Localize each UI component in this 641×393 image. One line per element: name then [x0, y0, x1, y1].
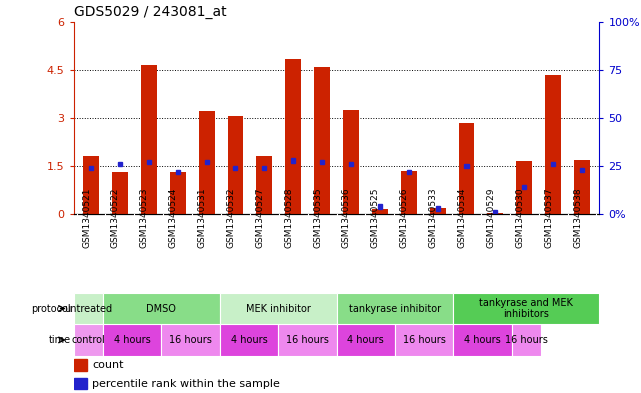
Bar	[141, 65, 157, 214]
Bar	[337, 293, 453, 324]
Bar	[147, 160, 151, 164]
Bar	[494, 210, 497, 215]
Bar	[453, 324, 512, 356]
Text: DMSO: DMSO	[146, 303, 176, 314]
Bar	[220, 293, 337, 324]
Text: tankyrase and MEK
inhibitors: tankyrase and MEK inhibitors	[479, 298, 573, 319]
Text: GSM1340533: GSM1340533	[429, 188, 438, 248]
Text: 16 hours: 16 hours	[403, 335, 445, 345]
Bar	[89, 166, 93, 170]
Bar	[103, 324, 162, 356]
Text: GDS5029 / 243081_at: GDS5029 / 243081_at	[74, 5, 226, 19]
Text: percentile rank within the sample: percentile rank within the sample	[92, 379, 280, 389]
Bar	[74, 293, 103, 324]
Bar	[337, 324, 395, 356]
Bar	[512, 324, 541, 356]
Text: 4 hours: 4 hours	[231, 335, 267, 345]
Text: count: count	[92, 360, 124, 370]
Text: 16 hours: 16 hours	[505, 335, 548, 345]
Text: tankyrase inhibitor: tankyrase inhibitor	[349, 303, 441, 314]
Text: GSM1340529: GSM1340529	[487, 188, 495, 248]
Bar	[118, 162, 122, 166]
Bar	[220, 324, 278, 356]
Bar	[285, 59, 301, 214]
Bar	[256, 156, 272, 214]
Bar	[199, 112, 215, 214]
Bar	[170, 173, 186, 214]
Bar	[551, 162, 555, 166]
Bar	[204, 160, 208, 164]
Text: 4 hours: 4 hours	[347, 335, 384, 345]
Text: control: control	[71, 335, 105, 345]
Bar	[314, 66, 330, 214]
Text: GSM1340524: GSM1340524	[169, 188, 178, 248]
Text: GSM1340530: GSM1340530	[515, 188, 524, 248]
Bar	[103, 293, 220, 324]
Text: 16 hours: 16 hours	[169, 335, 212, 345]
Text: GSM1340522: GSM1340522	[111, 188, 120, 248]
Bar	[453, 293, 599, 324]
Text: MEK inhibitor: MEK inhibitor	[246, 303, 310, 314]
Text: GSM1340537: GSM1340537	[544, 188, 553, 248]
Bar	[320, 160, 324, 164]
Bar	[112, 173, 128, 214]
Bar	[465, 164, 469, 168]
Bar	[291, 158, 296, 163]
Bar	[545, 75, 561, 214]
Bar	[349, 162, 353, 166]
Text: GSM1340525: GSM1340525	[371, 188, 380, 248]
Text: protocol: protocol	[31, 303, 71, 314]
Bar	[574, 160, 590, 214]
Bar	[372, 209, 388, 214]
Bar	[278, 324, 337, 356]
Bar	[228, 116, 244, 214]
Text: GSM1340523: GSM1340523	[140, 188, 149, 248]
Text: GSM1340538: GSM1340538	[573, 188, 582, 248]
Bar	[580, 168, 584, 172]
Bar	[343, 110, 359, 214]
Text: GSM1340527: GSM1340527	[255, 188, 264, 248]
Bar	[429, 208, 445, 214]
Text: time: time	[48, 335, 71, 345]
Text: GSM1340526: GSM1340526	[400, 188, 409, 248]
Bar	[74, 359, 87, 371]
Text: GSM1340534: GSM1340534	[458, 188, 467, 248]
Bar	[406, 169, 411, 174]
Bar	[516, 161, 532, 214]
Bar	[74, 378, 87, 389]
Bar	[487, 213, 503, 214]
Bar	[458, 123, 474, 214]
Bar	[522, 185, 526, 189]
Text: 4 hours: 4 hours	[464, 335, 501, 345]
Text: 4 hours: 4 hours	[113, 335, 151, 345]
Bar	[162, 324, 220, 356]
Bar	[395, 324, 453, 356]
Text: GSM1340536: GSM1340536	[342, 188, 351, 248]
Bar	[74, 324, 103, 356]
Text: GSM1340532: GSM1340532	[226, 188, 235, 248]
Bar	[83, 156, 99, 214]
Text: GSM1340531: GSM1340531	[197, 188, 206, 248]
Bar	[176, 169, 179, 174]
Bar	[378, 204, 382, 209]
Bar	[436, 206, 440, 211]
Text: GSM1340521: GSM1340521	[82, 188, 91, 248]
Bar	[233, 166, 237, 170]
Text: untreated: untreated	[64, 303, 112, 314]
Bar	[401, 171, 417, 214]
Text: 16 hours: 16 hours	[286, 335, 329, 345]
Bar	[262, 166, 267, 170]
Text: GSM1340535: GSM1340535	[313, 188, 322, 248]
Text: GSM1340528: GSM1340528	[284, 188, 293, 248]
